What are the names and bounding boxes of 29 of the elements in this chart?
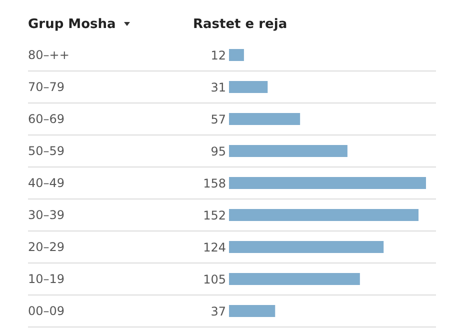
bar — [229, 177, 426, 189]
y-tick-label: 80–++ — [28, 48, 70, 62]
bar — [229, 209, 419, 221]
bar — [229, 305, 276, 317]
y-tick-label: 40–49 — [28, 176, 65, 190]
bar — [229, 49, 244, 61]
data-label: 105 — [203, 272, 226, 286]
y-tick-label: 30–39 — [28, 208, 65, 222]
y-tick-label: 20–29 — [28, 240, 65, 254]
y-tick-label: 00–09 — [28, 304, 65, 318]
bar — [229, 241, 384, 253]
data-label: 152 — [203, 208, 226, 222]
bar — [229, 273, 360, 285]
data-label: 57 — [210, 112, 226, 126]
bar — [229, 113, 300, 125]
y-axis-title: Grup Mosha — [28, 17, 117, 32]
y-tick-label: 70–79 — [28, 80, 65, 94]
data-label: 95 — [210, 144, 226, 158]
bar — [229, 81, 268, 93]
x-axis-title: Rastet e reja — [193, 17, 288, 32]
bar — [229, 145, 348, 157]
data-label: 12 — [210, 48, 226, 62]
data-label: 158 — [203, 176, 226, 190]
y-tick-label: 10–19 — [28, 272, 65, 286]
data-label: 31 — [210, 80, 226, 94]
data-label: 124 — [203, 240, 226, 254]
y-tick-label: 50–59 — [28, 144, 65, 158]
data-label: 37 — [210, 304, 226, 318]
y-tick-label: 60–69 — [28, 112, 65, 126]
